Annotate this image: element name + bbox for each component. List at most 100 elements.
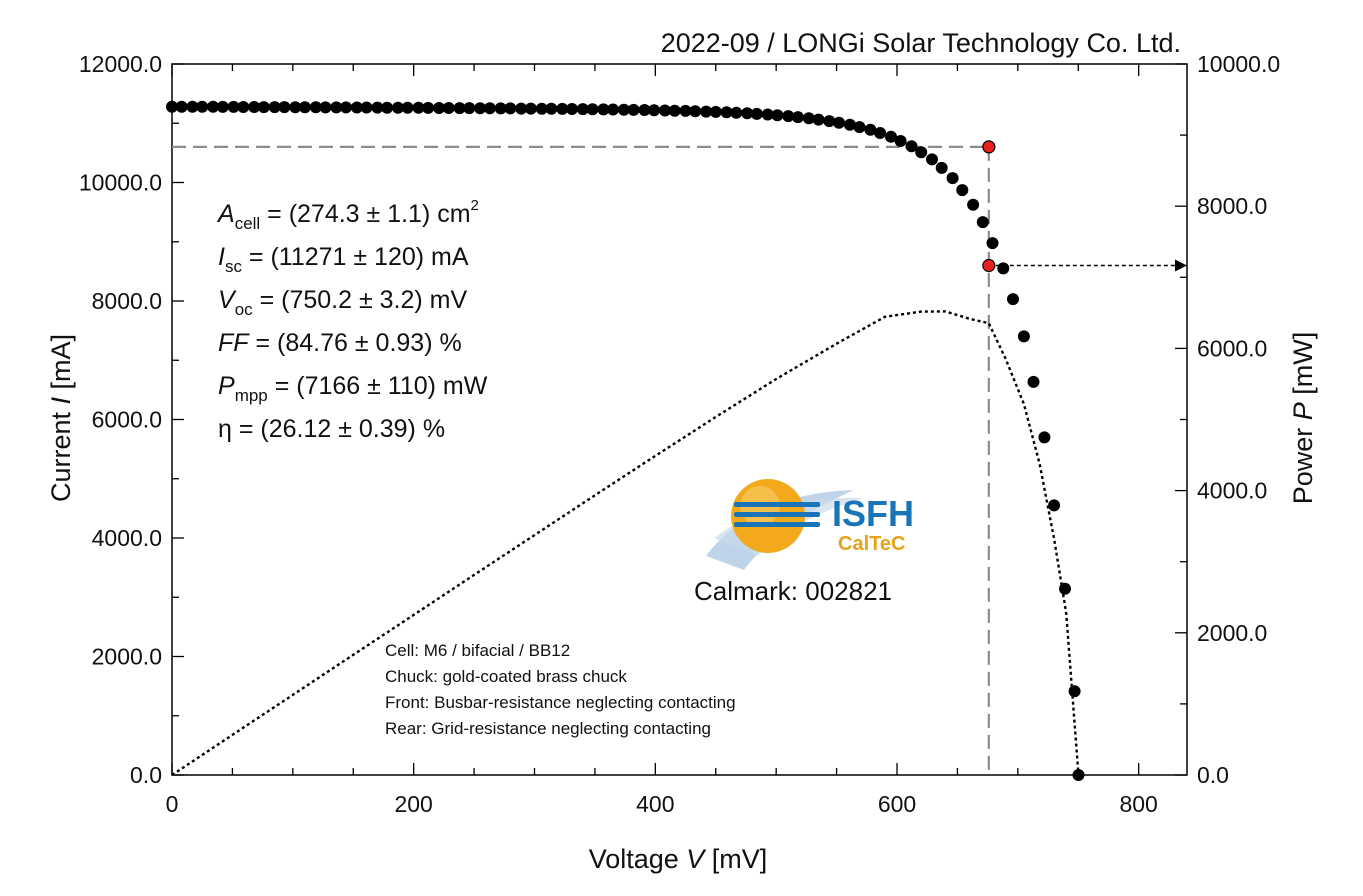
iv-point: [186, 100, 199, 113]
calmark-label: Calmark: 002821: [694, 576, 892, 606]
parameter-line: Acell = (274.3 ± 1.1) cm2: [216, 197, 479, 233]
iv-point: [997, 262, 1010, 275]
y-tick-label: 0.0: [130, 762, 162, 788]
iv-point: [453, 102, 466, 115]
iv-point: [986, 237, 999, 250]
iv-point: [298, 101, 311, 114]
note-line: Chuck: gold-coated brass chuck: [385, 667, 627, 686]
parameter-line: Isc = (11271 ± 120) mA: [218, 243, 469, 276]
iv-point: [268, 101, 281, 114]
iv-point: [371, 101, 384, 114]
iv-point: [689, 105, 702, 118]
iv-point: [915, 146, 928, 159]
y2-tick-label: 0.0: [1197, 762, 1229, 788]
iv-point: [668, 104, 681, 117]
iv-point: [556, 102, 569, 115]
iv-point: [442, 102, 455, 114]
iv-point: [227, 100, 240, 113]
parameter-line: η = (26.12 ± 0.39) %: [218, 415, 445, 443]
iv-point: [853, 121, 866, 134]
y2-tick-label: 6000.0: [1197, 335, 1267, 361]
y-tick-label: 12000.0: [79, 51, 162, 77]
power-curve: [171, 310, 1080, 776]
iv-point: [1068, 685, 1081, 698]
iv-point: [175, 100, 188, 113]
iv-point: [648, 104, 661, 117]
iv-point: [802, 112, 815, 125]
y2-axis-title: Power P [mW]: [1288, 332, 1318, 505]
iv-point: [761, 108, 774, 121]
iv-point: [1059, 582, 1071, 595]
iv-point: [874, 127, 887, 139]
iv-point: [422, 101, 435, 114]
iv-point: [586, 103, 599, 116]
iv-point: [935, 161, 948, 174]
iv-point: [597, 103, 610, 116]
iv-point: [504, 102, 517, 115]
logo-stripe: [734, 512, 820, 517]
iv-point: [535, 102, 548, 115]
iv-point: [946, 172, 959, 185]
iv-point: [474, 102, 487, 115]
iv-point: [319, 101, 332, 114]
iv-point: [791, 111, 804, 124]
note-line: Rear: Grid-resistance neglecting contact…: [385, 719, 711, 738]
iv-point: [433, 102, 445, 114]
logo-stripe: [734, 522, 820, 527]
iv-point: [885, 130, 897, 143]
iv-point: [782, 110, 795, 123]
iv-point: [741, 107, 754, 120]
iv-point: [330, 101, 343, 114]
y2-tick-label: 4000.0: [1197, 478, 1267, 504]
iv-point: [401, 101, 414, 114]
iv-point: [412, 101, 425, 114]
y-tick-label: 8000.0: [92, 288, 162, 314]
mpp-guides: [172, 145, 1187, 775]
logo-caltec-text: CalTeC: [838, 533, 905, 555]
iv-point: [463, 102, 476, 115]
iv-point: [524, 102, 537, 115]
parameter-line: Voc = (750.2 ± 3.2) mV: [218, 286, 467, 319]
iv-point: [289, 101, 302, 114]
x-tick-label: 800: [1119, 791, 1157, 817]
iv-point: [823, 115, 836, 128]
iv-point: [967, 198, 980, 211]
parameter-block: Acell = (274.3 ± 1.1) cm2 Isc = (11271 ± …: [216, 197, 488, 443]
iv-point: [545, 102, 558, 115]
iv-point: [1072, 769, 1085, 781]
iv-point: [750, 107, 763, 120]
iv-point: [278, 101, 291, 114]
iv-point: [1027, 375, 1040, 388]
iv-point: [679, 104, 692, 117]
y2-tick-label: 8000.0: [1197, 193, 1267, 219]
iv-point: [771, 109, 784, 122]
iv-point: [700, 105, 713, 118]
iv-point: [659, 104, 671, 117]
iv-point: [926, 153, 938, 166]
iv-point: [976, 216, 989, 229]
iv-point: [709, 105, 722, 118]
iv-point: [627, 103, 640, 116]
iv-point: [607, 103, 619, 116]
iv-point: [207, 100, 220, 113]
y-tick-label: 10000.0: [79, 170, 162, 196]
mpp-power-arrow: [1175, 259, 1187, 272]
parameter-line: Pmpp = (7166 ± 110) mW: [218, 372, 488, 405]
mpp-current-marker: [982, 140, 996, 154]
mpp-power-marker: [982, 258, 996, 273]
y-axis-title: Current I [mA]: [46, 334, 76, 502]
x-tick-label: 600: [878, 791, 916, 817]
mpp-markers: [982, 140, 996, 273]
iv-data-points: [166, 100, 1085, 781]
iv-point: [248, 101, 261, 113]
iv-point: [309, 101, 322, 114]
iv-point: [392, 101, 404, 114]
iv-point: [566, 103, 578, 115]
iv-point: [216, 100, 229, 113]
iv-point: [350, 101, 363, 114]
axis-ticks: 0 200 400 600 8000.02000.04000.06000.08000.0…: [79, 51, 1280, 817]
iv-point: [515, 102, 528, 115]
parameter-line: FF = (84.76 ± 0.93) %: [218, 329, 462, 357]
iv-point: [166, 100, 178, 113]
iv-point: [905, 140, 918, 153]
